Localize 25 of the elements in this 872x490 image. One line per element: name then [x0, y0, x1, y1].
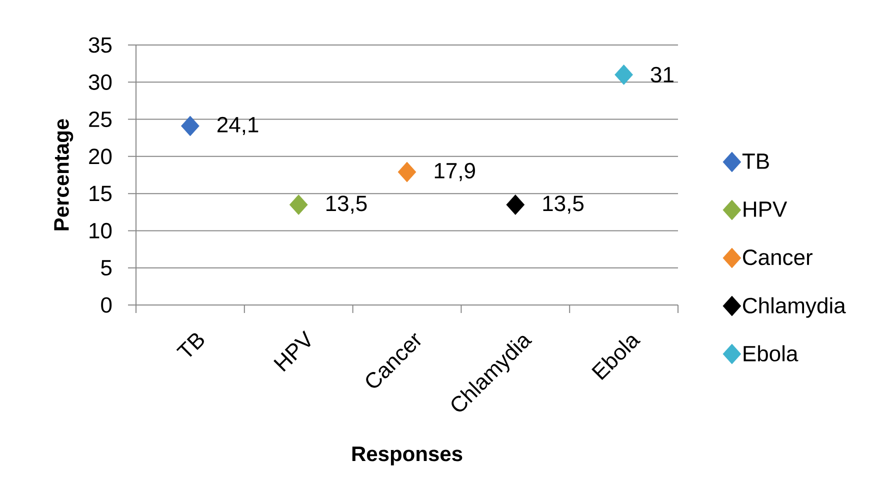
legend-label: Cancer [743, 250, 812, 266]
data-label: 17,9 [434, 162, 475, 182]
legend-label: Chlamydia [743, 297, 846, 318]
x-axis-title: Responses [352, 446, 462, 466]
y-tick-label: 20 [89, 148, 112, 164]
y-tick-label: 35 [88, 37, 112, 53]
point [614, 64, 634, 85]
data-label: 13,5 [543, 196, 584, 214]
y-axis-title: Percentage [54, 119, 74, 230]
point [506, 194, 525, 215]
y-tick-label: 25 [89, 111, 112, 128]
data-label: 24,1 [218, 116, 258, 136]
point [181, 116, 200, 136]
y-tick-label: 30 [88, 74, 112, 90]
point [398, 162, 416, 182]
y-tick-label: 15 [90, 186, 112, 202]
x-tick-label: TB [176, 333, 204, 357]
legend-label: HPV [744, 202, 788, 217]
y-tick-label: 5 [101, 260, 112, 276]
legend-label: TB [742, 154, 769, 169]
data-label: 31 [650, 66, 674, 83]
point [289, 194, 308, 215]
data-label: 13,5 [326, 196, 367, 214]
y-tick-label: 0 [101, 297, 112, 313]
y-tick-label: 10 [90, 222, 112, 239]
